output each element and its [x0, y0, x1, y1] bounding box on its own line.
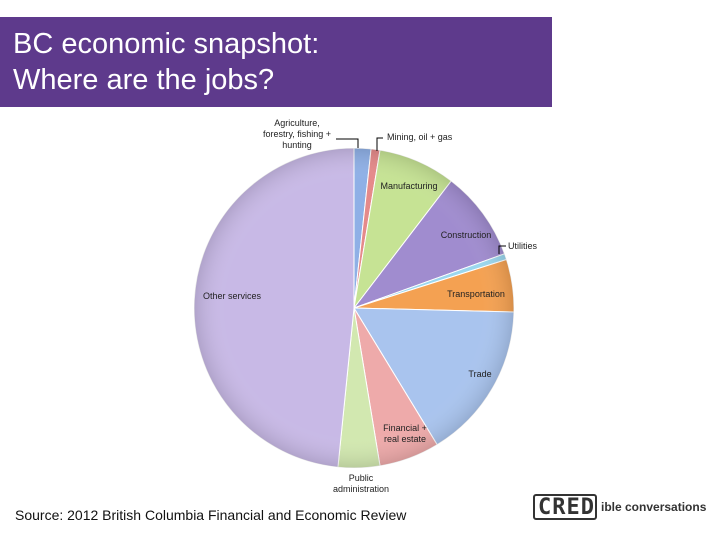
slice-labels: Agriculture, forestry, fishing + hunting Mi…	[203, 118, 538, 494]
logo-box: CRED	[533, 494, 597, 520]
slice-label: Mining, oil + gas	[387, 132, 453, 142]
slice-label: Agriculture, forestry, fishing + hunting	[263, 118, 331, 150]
title-line-1: BC economic snapshot:	[13, 28, 320, 60]
slice-label: Manufacturing	[380, 181, 437, 191]
credible-conversations-logo: CRED ible conversations	[533, 494, 713, 524]
pie-slice	[193, 147, 355, 468]
slice-label: Construction	[441, 230, 492, 240]
leader-line	[376, 137, 383, 151]
title-banner: BC economic snapshot: Where are the jobs…	[0, 17, 552, 107]
slice-label: Financial + real estate	[383, 423, 427, 444]
pie-slices	[193, 147, 515, 469]
slice-label: Public administration	[333, 473, 389, 494]
source-note: Source: 2012 British Columbia Financial …	[15, 507, 407, 523]
logo-text: ible conversations	[601, 500, 707, 514]
leader-line	[498, 245, 506, 254]
slice-label: Other services	[203, 291, 262, 301]
slice-label: Utilities	[508, 241, 538, 251]
leader-line	[336, 138, 359, 148]
slice-label: Trade	[468, 369, 491, 379]
slice-label: Transportation	[447, 289, 505, 299]
title-line-2: Where are the jobs?	[13, 64, 275, 96]
leader-lines	[336, 137, 506, 254]
logo-box-text: CRED	[538, 495, 595, 520]
